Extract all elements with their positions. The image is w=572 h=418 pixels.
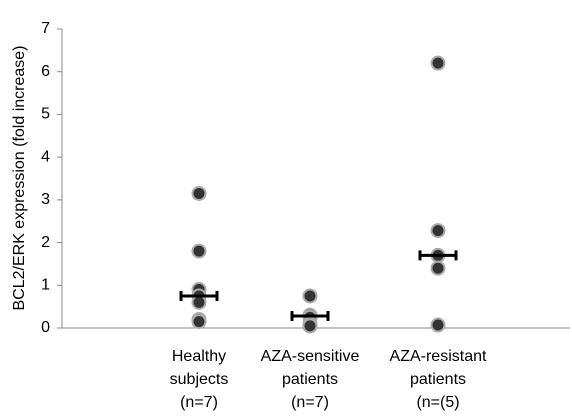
y-tick-label: 5: [41, 106, 50, 123]
y-tick-label: 4: [41, 148, 50, 165]
x-tick-label: (n=7): [180, 394, 218, 411]
data-point: [302, 288, 318, 304]
data-point: [191, 294, 207, 310]
y-axis-label: BCL2/ERK expression (fold increase): [11, 45, 28, 310]
x-tick-label: Healthy: [172, 348, 226, 365]
x-tick-label: AZA-sensitive: [261, 348, 360, 365]
data-point: [302, 318, 318, 334]
data-point: [430, 223, 446, 239]
y-tick-label: 2: [41, 234, 50, 251]
median-bar: [418, 250, 458, 261]
data-point: [430, 260, 446, 276]
y-tick-label: 6: [41, 63, 50, 80]
x-tick-label: patients: [282, 371, 338, 388]
y-tick-label: 7: [41, 20, 50, 37]
x-tick-label: AZA-resistant: [390, 348, 487, 365]
data-point: [191, 314, 207, 330]
median-bar: [290, 311, 330, 322]
data-point: [191, 185, 207, 201]
data-point: [191, 243, 207, 259]
y-tick-label: 1: [41, 277, 50, 294]
y-tick-label: 0: [41, 319, 50, 336]
x-tick-label: subjects: [170, 371, 229, 388]
y-tick-label: 3: [41, 191, 50, 208]
x-tick-label: (n=(5): [416, 394, 459, 411]
data-point: [430, 317, 446, 333]
x-tick-label: (n=7): [291, 394, 329, 411]
median-bar: [179, 290, 219, 301]
data-point: [430, 55, 446, 71]
x-tick-label: patients: [410, 371, 466, 388]
